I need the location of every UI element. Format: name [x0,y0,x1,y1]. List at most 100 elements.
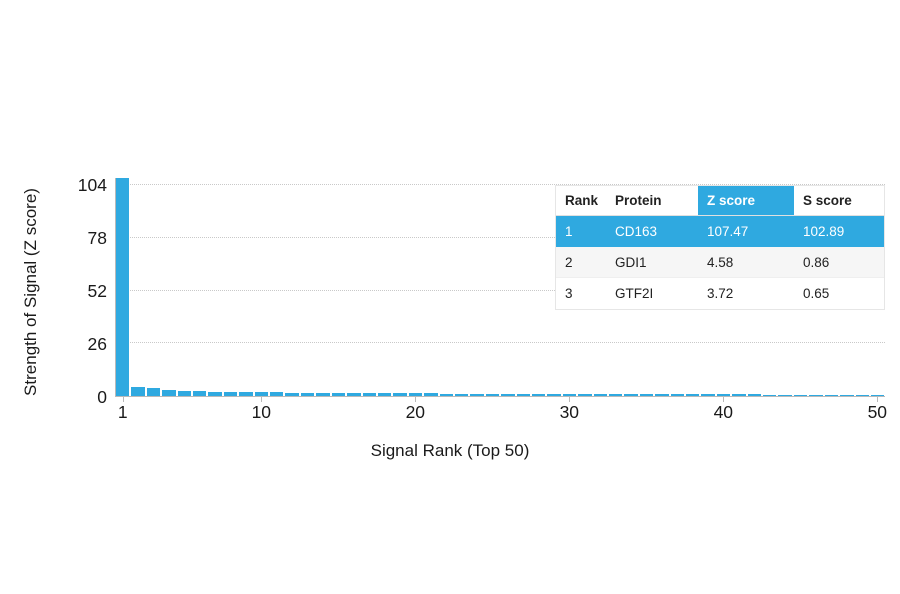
cell-protein: GDI1 [615,254,647,270]
table-row-cd163: 1 CD163 107.47 102.89 [556,216,884,247]
bar-rank-20 [408,393,423,396]
bar-rank-26 [501,393,515,396]
bar-rank-30 [562,393,577,396]
y-tick-label-52: 52 [87,280,107,301]
bar-rank-41 [732,394,746,396]
x-tick-mark-50 [877,397,879,402]
bar-rank-35 [639,394,654,396]
gridlines [116,178,885,396]
x-axis-tick-marks [115,397,885,403]
bar-rank-32 [593,394,607,396]
bar-rank-48 [840,394,854,396]
cell-s-score: 102.89 [803,224,845,239]
bar-rank-50 [870,394,885,396]
bar-rank-9 [239,392,253,396]
bar-rank-36 [655,394,669,396]
table-row-gtf2i: 3 GTF2I 3.72 0.65 [556,278,884,309]
ranking-table: Rank Protein Z score S score 1 CD163 107… [555,185,885,310]
x-tick-label-1: 1 [117,402,128,422]
x-tick-mark-30 [569,397,571,402]
cell-protein: CD163 [615,224,658,239]
bar-rank-29 [547,393,561,396]
cell-z-score: 107.47 [707,224,749,239]
gridline-52 [116,289,885,291]
bar-rank-6 [193,391,207,396]
cell-rank: 1 [565,224,573,239]
header-s-score: S score [803,193,852,208]
x-tick-label-20: 20 [405,402,426,422]
bar-rank-42 [747,394,762,396]
x-tick-label-50: 50 [867,402,888,422]
y-tick-label-0: 0 [97,386,107,407]
bar-rank-28 [531,393,546,396]
bar-rank-31 [578,394,592,396]
bar-rank-10 [254,392,269,396]
bar-rank-7 [208,391,222,396]
bars [116,178,885,396]
bar-rank-15 [331,392,346,396]
bar-rank-40 [716,394,731,396]
table-header-row: Rank Protein Z score S score [556,186,884,216]
bar-rank-4 [162,389,176,396]
bar-rank-5 [177,390,192,396]
x-tick-mark-1 [122,397,124,402]
cell-rank: 3 [565,286,573,301]
bar-rank-13 [300,392,315,396]
bar-rank-22 [439,393,453,396]
x-tick-mark-20 [415,397,417,402]
bar-rank-1 [116,178,130,396]
y-tick-label-26: 26 [87,333,107,354]
bar-rank-37 [670,394,685,396]
bar-rank-12 [285,392,299,396]
cell-s-score: 0.65 [803,286,830,301]
y-axis-tick-labels: 0 26 52 78 104 [0,174,107,405]
bar-rank-25 [485,393,500,396]
bar-rank-38 [686,394,700,396]
bar-rank-23 [454,393,469,396]
header-z-score: Z score [698,186,794,215]
bar-rank-43 [763,394,777,396]
x-tick-mark-10 [261,397,263,402]
cell-z-score: 4.58 [707,254,734,270]
header-protein: Protein [615,193,662,208]
bar-rank-21 [424,393,438,396]
cell-z-score: 3.72 [707,286,734,301]
bar-rank-8 [223,391,238,396]
bar-rank-45 [793,394,808,396]
bar-rank-34 [624,394,638,396]
bar-rank-46 [809,394,823,396]
gridline-26 [116,342,885,344]
bar-rank-44 [778,394,792,396]
bar-rank-39 [701,394,715,396]
bar-rank-17 [362,393,376,396]
cell-protein: GTF2I [615,286,654,301]
bar-rank-47 [824,394,839,396]
x-axis-label: Signal Rank (Top 50) [370,441,530,460]
x-axis-tick-labels: 1 10 20 30 40 50 [115,402,888,426]
header-rank: Rank [565,193,599,208]
bar-rank-11 [270,392,284,396]
x-tick-mark-40 [723,397,725,402]
table-row-gdi1: 2 GDI1 4.58 0.86 [556,247,884,278]
bar-rank-19 [393,393,407,396]
bar-rank-24 [470,393,484,396]
bar-rank-2 [131,386,145,396]
plot-area [115,178,885,397]
bar-rank-16 [347,393,361,396]
x-tick-label-30: 30 [559,402,580,422]
y-tick-label-78: 78 [87,227,107,248]
x-tick-label-40: 40 [713,402,734,422]
bar-rank-18 [377,393,392,396]
bar-rank-49 [855,394,869,396]
gridline-78 [116,236,885,238]
bar-rank-14 [316,392,330,396]
bar-rank-3 [146,388,161,396]
x-tick-label-10: 10 [251,402,272,422]
gridline-104 [116,184,885,186]
cell-s-score: 0.86 [803,254,830,270]
bar-rank-33 [609,394,623,396]
bar-rank-27 [516,393,530,396]
y-tick-label-104: 104 [77,174,107,195]
cell-rank: 2 [565,254,573,270]
